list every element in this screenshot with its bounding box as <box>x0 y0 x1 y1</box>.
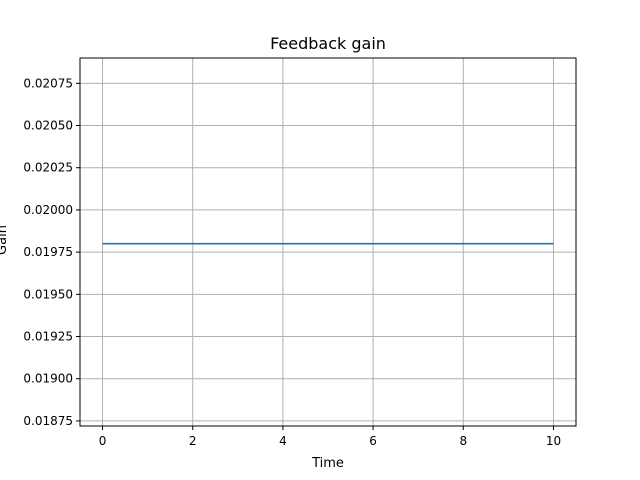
plot-frame <box>79 57 577 427</box>
y-tick-label: 0.02000 <box>23 203 73 217</box>
y-tick-label: 0.01925 <box>23 330 73 344</box>
x-tick-label: 8 <box>459 434 467 448</box>
y-tick-label: 0.01900 <box>23 372 73 386</box>
x-tick-label: 2 <box>189 434 197 448</box>
x-tick-label: 0 <box>99 434 107 448</box>
y-axis-ticks: 0.01875 0.01900 0.01925 0.01950 0.01975 0.020… <box>23 76 80 428</box>
y-tick-label: 0.02025 <box>23 161 73 175</box>
y-tick-label: 0.02050 <box>23 119 73 133</box>
x-tick-label: 6 <box>369 434 377 448</box>
y-tick-label: 0.01950 <box>23 287 73 301</box>
y-tick-label: 0.02075 <box>23 76 73 90</box>
x-axis-ticks: 0 2 4 6 8 10 <box>99 426 561 448</box>
y-tick-label: 0.01975 <box>23 245 73 259</box>
x-axis-label: Time <box>311 456 344 471</box>
x-tick-label: 10 <box>546 434 561 448</box>
y-tick-label: 0.01875 <box>23 414 73 428</box>
chart-title: Feedback gain <box>270 34 386 53</box>
x-tick-label: 4 <box>279 434 287 448</box>
grid <box>80 58 576 426</box>
y-axis-label: Gain <box>0 225 10 255</box>
